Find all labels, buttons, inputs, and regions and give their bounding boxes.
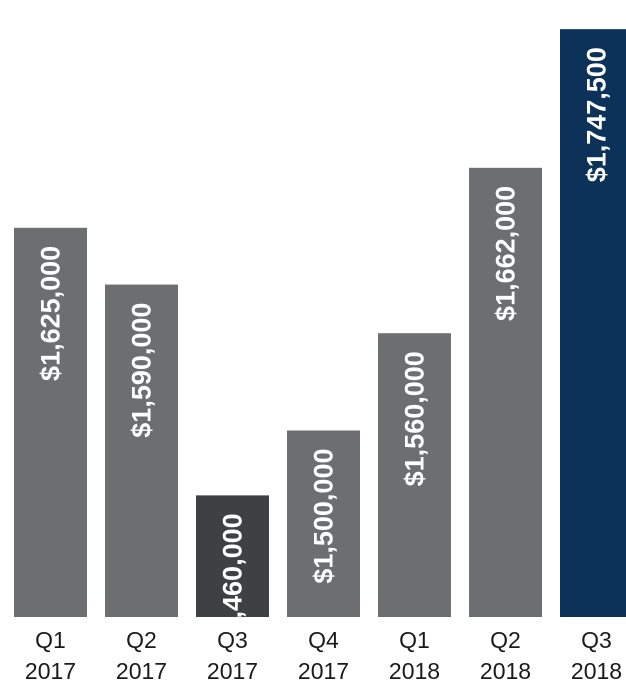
bar-5 [378, 333, 451, 617]
x-tick-label-quarter-7: Q3 [581, 627, 612, 653]
x-tick-label-year-1: 2017 [25, 658, 76, 684]
x-tick-label-quarter-4: Q4 [308, 627, 339, 653]
x-tick-label-quarter-5: Q1 [399, 627, 430, 653]
x-tick-label-quarter-2: Q2 [126, 627, 157, 653]
x-tick-label-year-4: 2017 [298, 658, 349, 684]
x-tick-label-quarter-1: Q1 [35, 627, 66, 653]
x-axis-tick-labels: Q1 2017 Q2 2017 Q3 2017 Q4 2017 Q1 2018 Q2 2018 Q3 20… [25, 627, 622, 684]
bar-1 [14, 227, 87, 618]
bar-value-label-7: $1,747,500 [582, 47, 612, 182]
x-tick-label-year-7: 2018 [571, 658, 622, 684]
bar-2 [105, 284, 178, 617]
bar-4 [287, 430, 360, 617]
bar-value-label-3: $1,460,000 [218, 513, 248, 648]
x-tick-label-quarter-6: Q2 [490, 627, 521, 653]
bar-value-label-1: $1,625,000 [36, 246, 66, 381]
x-tick-label-year-2: 2017 [116, 658, 167, 684]
x-tick-label-year-6: 2018 [480, 658, 531, 684]
bar-value-label-5: $1,560,000 [400, 351, 430, 486]
bar-6 [469, 167, 542, 618]
bar-value-label-6: $1,662,000 [491, 186, 521, 321]
x-tick-label-year-3: 2017 [207, 658, 258, 684]
x-tick-label-year-5: 2018 [389, 658, 440, 684]
x-tick-label-quarter-3: Q3 [217, 627, 248, 653]
bar-3 [196, 495, 269, 617]
value-labels-group: $1,625,000 $1,590,000 $1,460,000 $1,500,000… [36, 47, 612, 648]
bar-value-label-2: $1,590,000 [127, 303, 157, 438]
bar-value-label-4: $1,500,000 [309, 449, 339, 584]
bar-7 [560, 29, 626, 617]
bars-group [14, 29, 626, 618]
